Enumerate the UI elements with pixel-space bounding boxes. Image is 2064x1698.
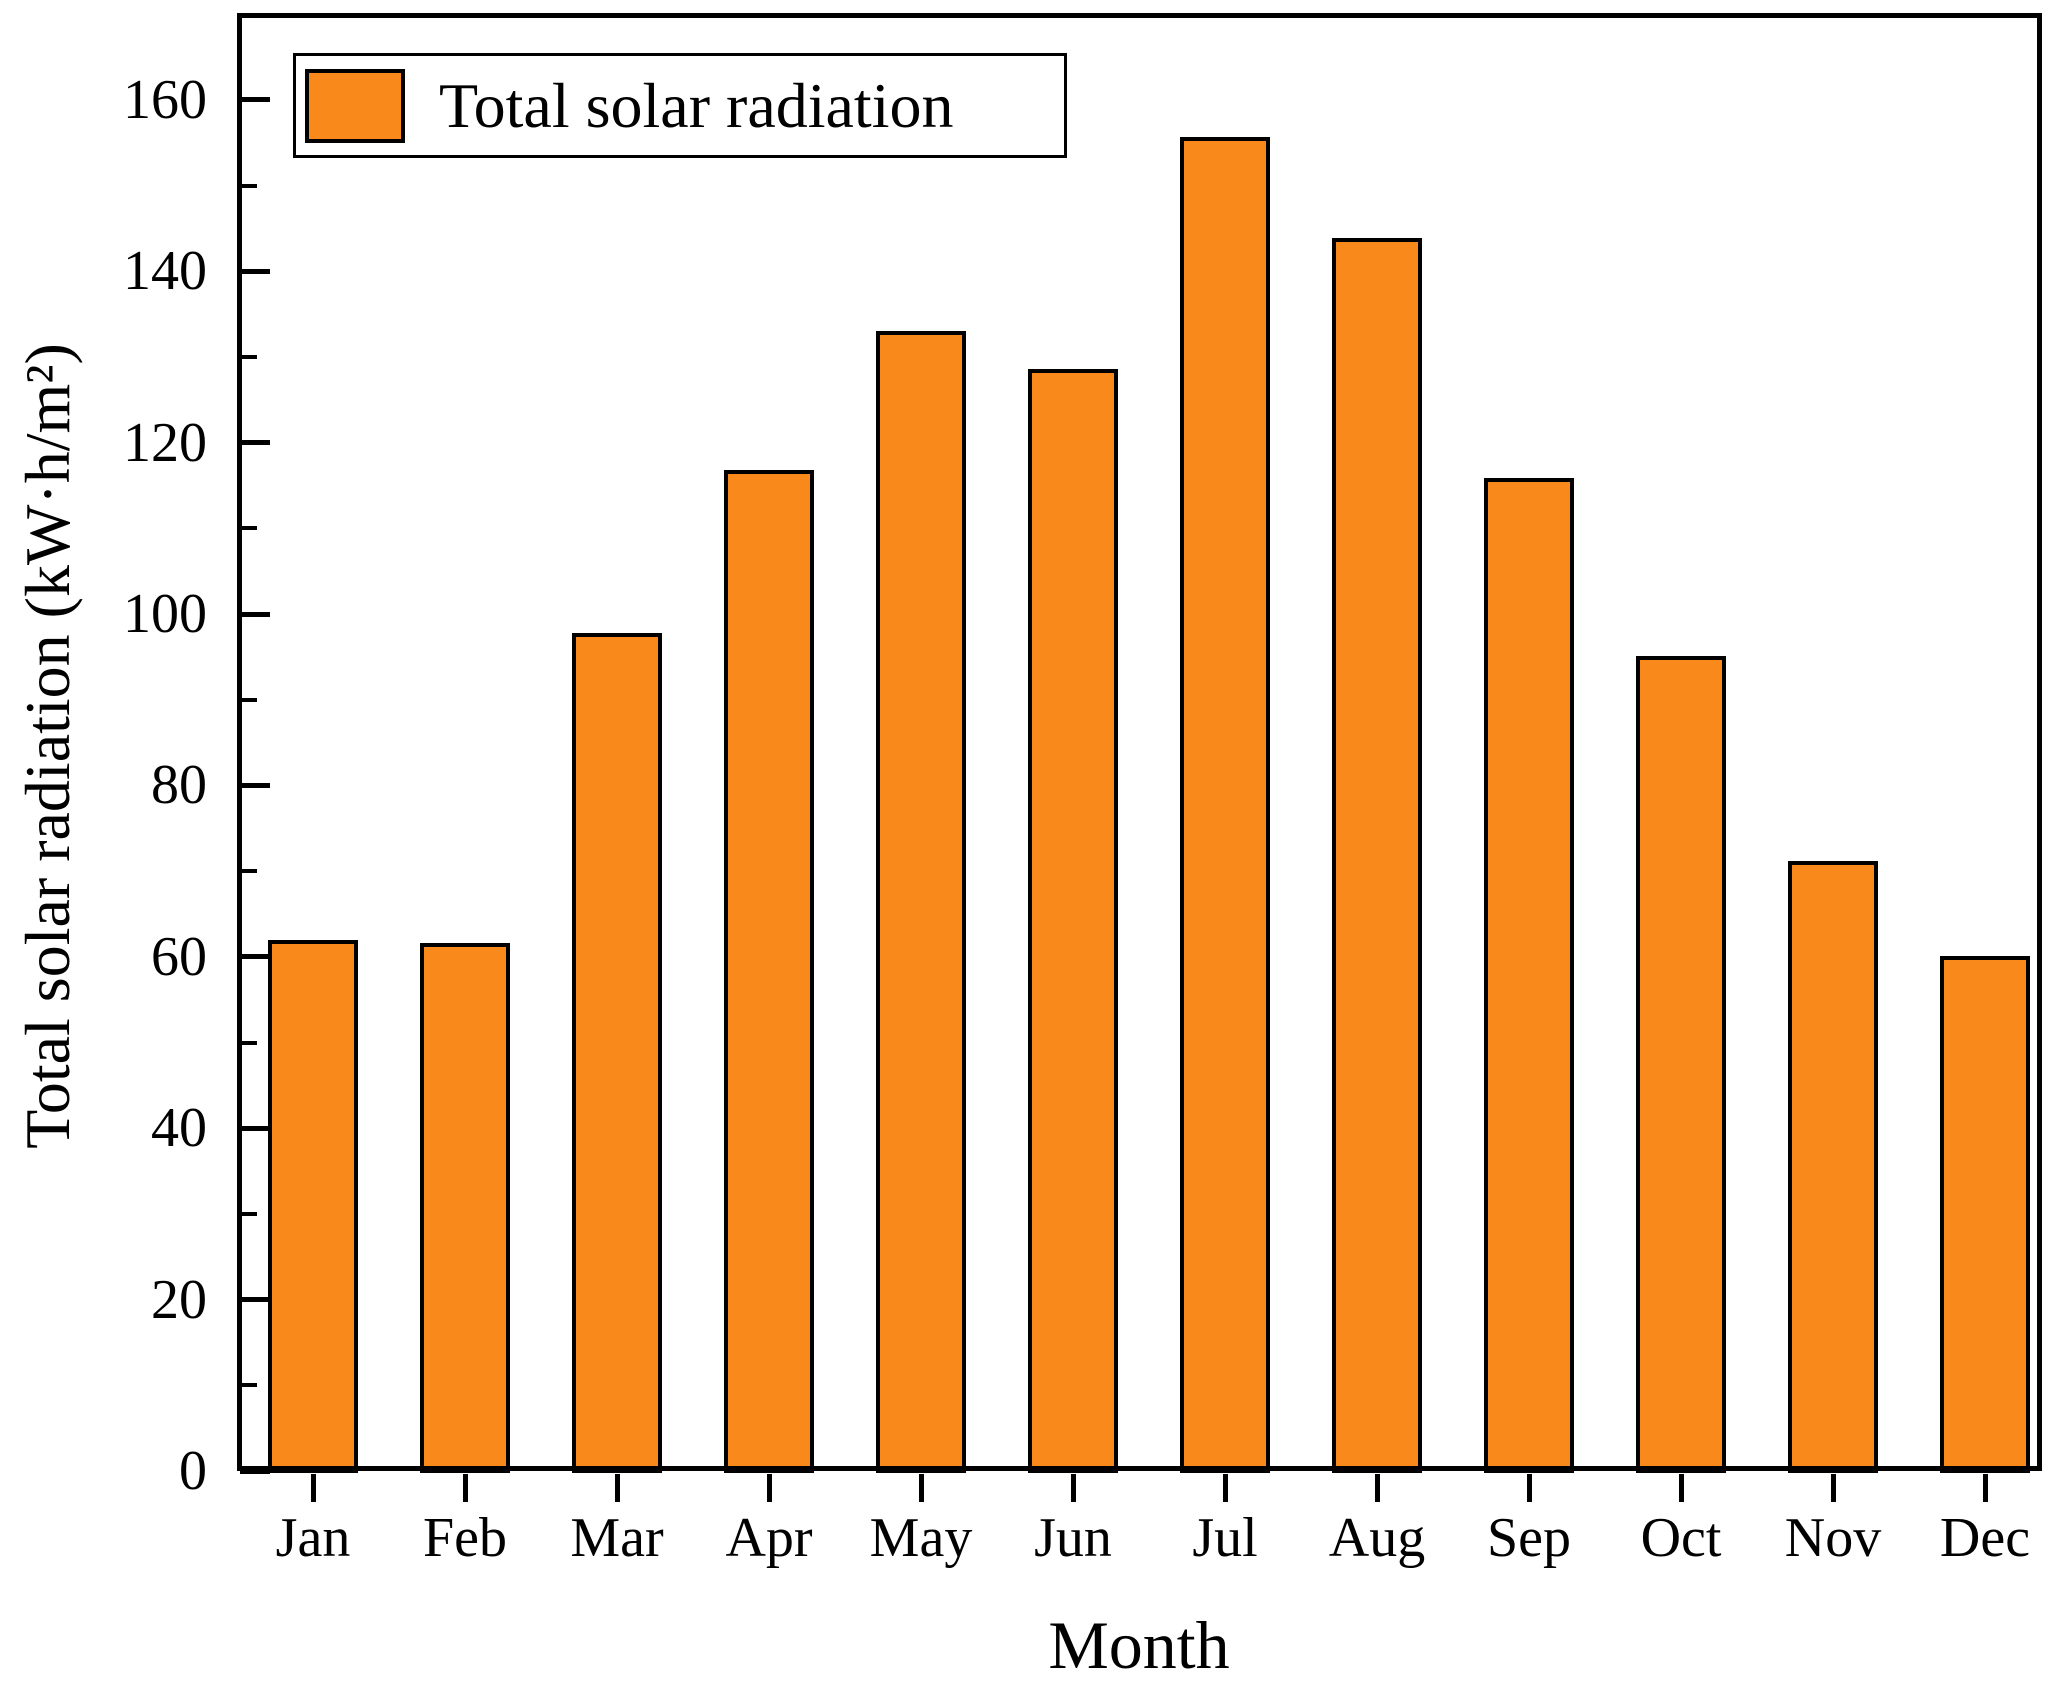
legend-label: Total solar radiation: [439, 69, 954, 141]
x-axis-title: Month: [1048, 1607, 1230, 1683]
y-tick-label: 40: [151, 1097, 207, 1160]
x-axis-tick: [1374, 1474, 1380, 1502]
x-tick-label-dec: Dec: [1939, 1507, 2031, 1569]
y-axis-major-tick: [240, 782, 270, 788]
x-tick-label-may: May: [869, 1507, 973, 1569]
bar-aug: [1332, 237, 1422, 1473]
x-tick-label-jun: Jun: [1034, 1507, 1112, 1569]
x-tick-label-sep: Sep: [1487, 1507, 1571, 1569]
bar-may: [876, 331, 966, 1473]
x-axis-tick: [1982, 1474, 1988, 1502]
y-axis-minor-tick: [240, 1383, 257, 1388]
y-axis-minor-tick: [240, 697, 257, 702]
y-tick-label: 160: [123, 68, 207, 131]
y-tick-label: 100: [123, 583, 207, 646]
x-tick-label-aug: Aug: [1328, 1507, 1426, 1569]
x-axis-tick: [462, 1474, 468, 1502]
y-axis-major-tick: [240, 611, 270, 617]
bar-apr: [724, 470, 814, 1473]
y-axis-major-tick: [240, 1297, 270, 1303]
x-axis-tick: [614, 1474, 620, 1502]
x-axis-tick: [1678, 1474, 1684, 1502]
y-axis-title: Total solar radiation (kW·h/m²): [12, 343, 83, 1149]
x-axis-tick: [1070, 1474, 1076, 1502]
x-tick-label-nov: Nov: [1784, 1507, 1882, 1569]
y-axis-minor-tick: [240, 526, 257, 531]
y-axis-major-tick: [240, 1468, 270, 1474]
x-tick-label-oct: Oct: [1640, 1507, 1722, 1569]
bar-dec: [1940, 956, 2030, 1473]
legend-swatch: [305, 68, 405, 143]
x-tick-label-feb: Feb: [423, 1507, 507, 1569]
y-axis-major-tick: [240, 97, 270, 103]
bar-nov: [1788, 860, 1878, 1473]
bar-mar: [572, 632, 662, 1473]
y-axis-major-tick: [240, 268, 270, 274]
y-tick-label: 80: [151, 754, 207, 817]
x-axis-tick: [310, 1474, 316, 1502]
bar-feb: [420, 943, 510, 1473]
legend: Total solar radiation: [293, 53, 1067, 158]
y-axis-minor-tick: [240, 355, 257, 360]
y-tick-label: 140: [123, 240, 207, 303]
y-axis-minor-tick: [240, 1040, 257, 1045]
y-axis-major-tick: [240, 954, 270, 960]
y-axis-major-tick: [240, 440, 270, 446]
x-axis-tick: [918, 1474, 924, 1502]
bar-oct: [1636, 656, 1726, 1473]
y-axis-minor-tick: [240, 869, 257, 874]
bar-jul: [1180, 136, 1270, 1473]
y-tick-label: 0: [179, 1440, 207, 1502]
x-tick-label-jan: Jan: [275, 1507, 351, 1569]
y-axis-minor-tick: [240, 1211, 257, 1216]
bar-sep: [1484, 477, 1574, 1473]
bar-jun: [1028, 369, 1118, 1473]
x-tick-label-jul: Jul: [1192, 1507, 1258, 1569]
x-tick-label-mar: Mar: [570, 1507, 664, 1569]
y-axis-major-tick: [240, 1125, 270, 1131]
y-tick-label: 120: [123, 411, 207, 474]
y-axis-minor-tick: [240, 183, 257, 188]
y-tick-label: 60: [151, 925, 207, 988]
x-axis-tick: [766, 1474, 772, 1502]
x-axis-tick: [1830, 1474, 1836, 1502]
x-axis-tick: [1526, 1474, 1532, 1502]
bar-jan: [268, 939, 358, 1473]
x-axis-tick: [1222, 1474, 1228, 1502]
y-tick-label: 20: [151, 1268, 207, 1331]
x-tick-label-apr: Apr: [725, 1507, 813, 1569]
